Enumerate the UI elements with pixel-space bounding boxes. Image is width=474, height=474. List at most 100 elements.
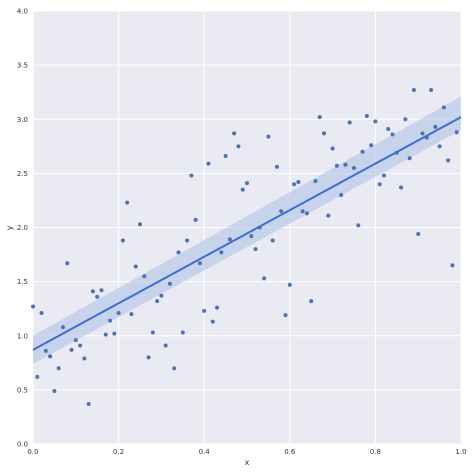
data-point xyxy=(150,330,155,335)
data-point xyxy=(193,217,198,222)
data-point xyxy=(236,144,241,149)
data-point xyxy=(433,124,438,129)
data-point xyxy=(420,131,425,136)
data-point xyxy=(369,143,374,148)
data-point xyxy=(69,347,74,352)
data-point xyxy=(240,187,245,192)
data-point xyxy=(52,388,57,393)
y-axis-label: y xyxy=(5,225,14,230)
data-point xyxy=(125,200,130,205)
data-points xyxy=(31,88,459,406)
x-tick-label: 0.8 xyxy=(370,448,381,456)
y-tick-label: 3.5 xyxy=(17,62,28,70)
data-point xyxy=(403,117,408,122)
data-point xyxy=(197,261,202,266)
data-point xyxy=(399,185,404,190)
data-point xyxy=(386,126,391,131)
y-tick-label: 3.0 xyxy=(17,116,28,124)
data-point xyxy=(86,401,91,406)
y-tick-label: 2.0 xyxy=(17,224,28,232)
data-point xyxy=(330,146,335,151)
data-point xyxy=(112,331,117,336)
data-point xyxy=(339,193,344,198)
regression-line xyxy=(32,116,462,351)
data-point xyxy=(356,223,361,228)
data-point xyxy=(43,348,48,353)
data-point xyxy=(210,319,215,324)
data-point xyxy=(142,274,147,279)
data-point xyxy=(82,356,87,361)
data-point xyxy=(334,163,339,168)
data-point xyxy=(287,282,292,287)
data-point xyxy=(232,131,237,136)
data-point xyxy=(219,250,224,255)
data-point xyxy=(39,311,44,316)
data-point xyxy=(167,281,172,286)
data-point xyxy=(90,289,95,294)
x-tick-label: 0.6 xyxy=(284,448,296,456)
data-point xyxy=(300,209,305,214)
x-tick-label: 0.0 xyxy=(27,448,38,456)
data-point xyxy=(253,247,258,252)
data-point xyxy=(31,304,35,309)
data-point xyxy=(322,131,327,136)
data-point xyxy=(416,231,421,236)
data-point xyxy=(446,158,451,163)
data-point xyxy=(266,134,271,139)
data-point xyxy=(441,105,446,110)
data-point xyxy=(390,132,395,137)
data-point xyxy=(304,211,309,216)
data-point xyxy=(129,312,134,317)
data-point xyxy=(326,213,331,218)
data-point xyxy=(283,313,288,318)
data-point xyxy=(108,318,113,323)
data-point xyxy=(155,299,160,304)
data-point xyxy=(95,294,100,299)
data-point xyxy=(450,263,455,268)
data-point xyxy=(296,180,301,185)
y-tick-label: 0.0 xyxy=(17,441,28,449)
data-point xyxy=(364,114,369,119)
data-point xyxy=(215,305,220,310)
data-point xyxy=(279,209,284,214)
y-tick-label: 2.5 xyxy=(17,170,28,178)
data-point xyxy=(381,173,386,178)
data-point xyxy=(437,144,442,149)
data-point xyxy=(227,237,232,242)
data-point xyxy=(103,332,108,337)
data-point xyxy=(99,288,104,293)
data-point xyxy=(73,338,78,343)
data-point xyxy=(317,115,322,120)
data-point xyxy=(223,154,228,159)
x-axis-label: x xyxy=(245,458,250,467)
x-tick-label: 1.0 xyxy=(455,448,466,456)
y-tick-labels: 0.0 0.5 1.0 1.5 2.0 2.5 3.0 3.5 4.0 xyxy=(17,8,28,449)
data-point xyxy=(133,264,138,269)
data-point xyxy=(245,181,249,186)
confidence-band xyxy=(33,96,461,364)
y-tick-label: 4.0 xyxy=(17,8,28,16)
data-point xyxy=(60,325,65,330)
data-point xyxy=(48,354,53,359)
data-point xyxy=(454,130,459,135)
data-point xyxy=(309,299,314,304)
data-point xyxy=(292,182,297,187)
data-point xyxy=(343,162,348,167)
data-point xyxy=(120,238,125,243)
data-point xyxy=(180,330,185,335)
data-point xyxy=(78,343,83,348)
data-point xyxy=(189,173,194,178)
data-point xyxy=(176,250,181,255)
data-point xyxy=(56,366,61,371)
data-point xyxy=(159,293,164,298)
y-tick-label: 1.0 xyxy=(17,332,28,340)
data-point xyxy=(116,311,121,316)
data-point xyxy=(202,308,207,313)
data-point xyxy=(270,238,275,243)
data-point xyxy=(172,366,177,371)
data-point xyxy=(163,343,168,348)
data-point xyxy=(352,165,356,170)
x-tick-label: 0.4 xyxy=(199,448,211,456)
data-point xyxy=(65,261,70,266)
data-point xyxy=(377,182,382,187)
